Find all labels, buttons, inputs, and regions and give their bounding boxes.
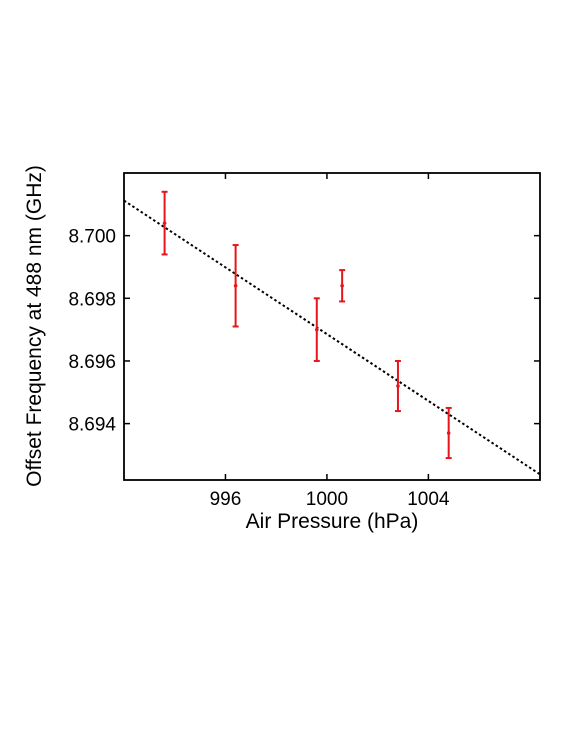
point-marker bbox=[233, 283, 238, 288]
y-axis-ticks: 8.694 8.696 8.698 8.700 bbox=[68, 227, 540, 436]
x-axis-label: Air Pressure (hPa) bbox=[246, 510, 419, 533]
fit-line-layer bbox=[123, 199, 541, 476]
y-tick-label: 8.696 bbox=[68, 352, 116, 373]
y-tick-label: 8.700 bbox=[68, 227, 116, 248]
x-tick-label: 1004 bbox=[407, 489, 450, 510]
fit-line bbox=[123, 199, 541, 476]
point-marker bbox=[162, 221, 167, 225]
y-tick-label: 8.694 bbox=[68, 415, 116, 436]
plot-frame bbox=[123, 172, 541, 481]
data-point-1 bbox=[161, 190, 168, 256]
x-tick-label: 996 bbox=[210, 489, 242, 510]
x-tick-label: 1000 bbox=[306, 489, 348, 510]
data-points-layer bbox=[161, 190, 452, 460]
point-marker bbox=[340, 283, 344, 288]
data-point-2 bbox=[232, 244, 239, 328]
y-axis-label: Offset Frequency at 488 nm (GHz) bbox=[23, 165, 46, 487]
y-tick-label: 8.698 bbox=[68, 289, 116, 310]
data-point-5 bbox=[394, 359, 401, 413]
data-point-3 bbox=[313, 297, 320, 362]
point-marker bbox=[446, 431, 451, 435]
data-point-6 bbox=[445, 406, 452, 460]
data-point-4 bbox=[339, 269, 346, 303]
point-marker bbox=[396, 384, 400, 388]
x-axis-ticks: 996 1000 1004 bbox=[210, 173, 450, 510]
point-marker bbox=[314, 327, 319, 332]
